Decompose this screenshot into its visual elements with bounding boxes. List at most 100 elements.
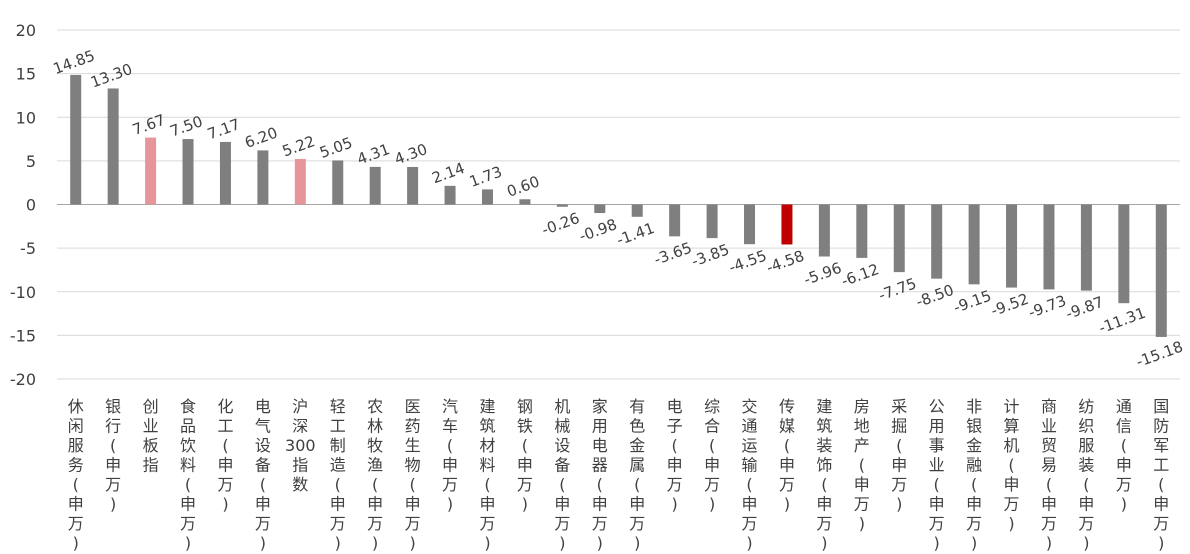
bar bbox=[219, 141, 231, 205]
data-label: 13.30 bbox=[88, 60, 135, 92]
data-label: 7.67 bbox=[130, 111, 168, 139]
bar bbox=[706, 204, 718, 239]
category-label: 化工(申万) bbox=[217, 397, 233, 514]
category-label: 采掘(申万) bbox=[891, 397, 907, 514]
category-label: 通信(申万) bbox=[1116, 397, 1132, 514]
category-label: 电子(申万) bbox=[667, 397, 683, 514]
category-label: 非银金融(申万) bbox=[966, 397, 982, 553]
bar bbox=[931, 204, 943, 279]
category-label: 公用事业(申万) bbox=[929, 397, 945, 553]
y-tick-label: 0 bbox=[26, 196, 36, 215]
category-label: 计算机(申万) bbox=[1004, 397, 1020, 533]
bar bbox=[332, 160, 344, 205]
bar bbox=[556, 204, 568, 207]
category-label: 纺织服装(申万) bbox=[1078, 397, 1094, 553]
category-label: 建筑材料(申万) bbox=[479, 397, 495, 553]
data-label: -9.15 bbox=[951, 287, 994, 317]
bar bbox=[1080, 204, 1092, 291]
data-label: -15.18 bbox=[1134, 338, 1186, 371]
category-label: 商业贸易(申万) bbox=[1041, 397, 1057, 553]
bar bbox=[294, 158, 306, 205]
data-label: -0.26 bbox=[539, 209, 582, 239]
data-label: -1.41 bbox=[614, 219, 657, 249]
category-label: 电气设备(申万) bbox=[255, 397, 271, 553]
bar bbox=[594, 204, 606, 214]
category-label: 银行(申万) bbox=[105, 397, 121, 514]
data-label: -6.12 bbox=[839, 260, 882, 290]
data-label: 4.30 bbox=[392, 140, 430, 168]
bar bbox=[818, 204, 830, 257]
category-label: 沪深 300 指数 bbox=[285, 397, 316, 494]
bar bbox=[444, 185, 456, 205]
y-tick-label: -20 bbox=[10, 370, 36, 389]
bar bbox=[893, 204, 905, 273]
bar bbox=[182, 139, 194, 205]
bar bbox=[369, 166, 381, 205]
category-label: 房地产(申万) bbox=[854, 397, 870, 533]
y-axis: 20 15 10 5 0 -5 -10 -15 -20 bbox=[10, 21, 36, 389]
data-label: 6.20 bbox=[242, 124, 280, 152]
bar bbox=[70, 74, 82, 205]
data-label: -4.58 bbox=[764, 247, 807, 277]
y-tick-label: 5 bbox=[26, 152, 36, 171]
data-label: -0.98 bbox=[577, 215, 620, 245]
data-label: 1.73 bbox=[467, 163, 505, 191]
category-label: 休闲服务(申万) bbox=[68, 397, 84, 553]
data-label: -5.96 bbox=[801, 259, 844, 289]
y-tick-label: 15 bbox=[16, 65, 36, 84]
bar bbox=[1155, 204, 1167, 337]
category-label: 家用电器(申万) bbox=[592, 397, 608, 553]
category-label: 钢铁(申万) bbox=[517, 397, 533, 514]
category-label: 汽车(申万) bbox=[442, 397, 458, 514]
category-label: 建筑装饰(申万) bbox=[816, 397, 832, 553]
category-label: 创业板指 bbox=[143, 397, 159, 475]
category-label: 综合(申万) bbox=[704, 397, 720, 514]
data-label: -8.50 bbox=[914, 281, 957, 311]
bar bbox=[856, 204, 868, 258]
category-label: 医药生物(申万) bbox=[405, 397, 421, 553]
category-label: 农林牧渔(申万) bbox=[367, 397, 383, 553]
category-label: 轻工制造(申万) bbox=[330, 397, 346, 553]
bar bbox=[257, 150, 269, 205]
y-tick-label: -15 bbox=[10, 326, 36, 345]
bar bbox=[107, 88, 119, 205]
bar bbox=[968, 204, 980, 285]
data-label: 5.05 bbox=[317, 134, 355, 162]
y-tick-label: 20 bbox=[16, 21, 36, 40]
category-label: 交通运输(申万) bbox=[742, 397, 758, 553]
data-label: 5.22 bbox=[280, 132, 318, 160]
bar bbox=[1043, 204, 1055, 290]
bars bbox=[70, 74, 1167, 337]
data-label: 7.50 bbox=[168, 112, 206, 140]
data-label: -3.85 bbox=[689, 240, 732, 270]
gridlines bbox=[57, 29, 1180, 380]
category-label: 有色金属(申万) bbox=[629, 397, 645, 553]
category-label: 国防军工(申万) bbox=[1153, 397, 1169, 553]
bar bbox=[1006, 204, 1018, 288]
bar bbox=[145, 137, 157, 205]
y-tick-label: 10 bbox=[16, 108, 36, 127]
bar bbox=[631, 204, 643, 217]
bar bbox=[744, 204, 756, 245]
bar bbox=[1118, 204, 1130, 304]
x-axis: 休闲服务(申万) 银行(申万) 创业板指 食品饮料(申万) 化工(申万) 电气设备(申万)… bbox=[68, 397, 1170, 553]
y-tick-label: -10 bbox=[10, 283, 36, 302]
data-label: 2.14 bbox=[430, 159, 468, 187]
category-label: 传媒(申万) bbox=[779, 397, 795, 514]
bar bbox=[781, 204, 793, 245]
data-label: -3.65 bbox=[652, 239, 695, 269]
data-label: -9.52 bbox=[989, 290, 1032, 320]
data-label: 0.60 bbox=[504, 172, 542, 200]
bar bbox=[669, 204, 681, 237]
bar bbox=[481, 189, 493, 205]
category-label: 食品饮料(申万) bbox=[180, 397, 196, 553]
data-label: -7.75 bbox=[876, 274, 919, 304]
data-label: 7.17 bbox=[205, 115, 243, 143]
bar bbox=[519, 199, 531, 205]
y-tick-label: -5 bbox=[20, 239, 36, 258]
category-label: 机械设备(申万) bbox=[554, 397, 570, 553]
data-label: 4.31 bbox=[355, 140, 393, 168]
bar bbox=[407, 166, 419, 205]
